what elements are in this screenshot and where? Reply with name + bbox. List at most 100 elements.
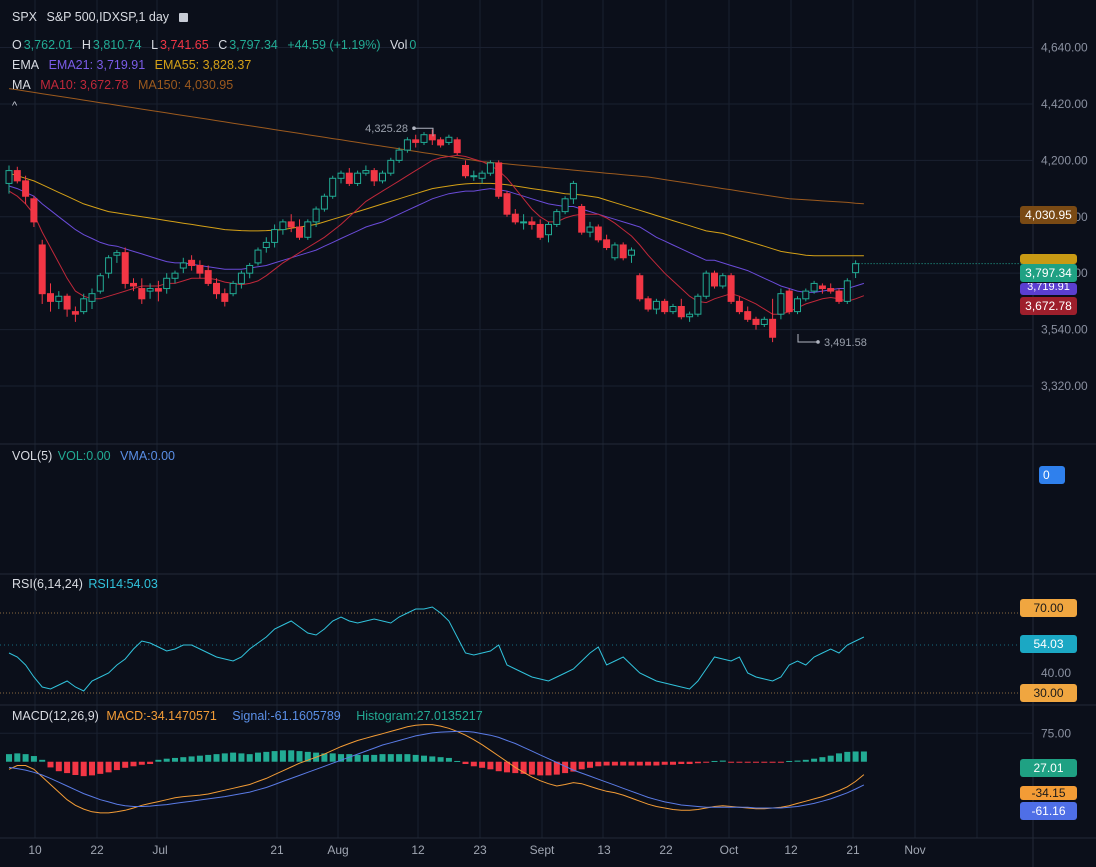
histogram-bar — [562, 761, 569, 774]
ma150-value: MA150: 4,030.95 — [137, 78, 234, 92]
high-value: 3,810.74 — [92, 38, 142, 52]
macd-title: MACD(12,26,9) — [12, 709, 99, 723]
high-label: H — [81, 38, 91, 52]
macd-header[interactable]: MACD(12,26,9) MACD:-34.1470571 Signal:-6… — [12, 708, 489, 724]
symbol-name[interactable]: S&P 500,IDXSP,1 day — [46, 10, 170, 24]
candle-body — [271, 229, 279, 243]
histogram-bar — [163, 758, 170, 762]
candle-body — [611, 244, 619, 259]
high-marker-dot — [412, 126, 416, 131]
low-marker-line — [797, 333, 818, 343]
candle-body — [785, 290, 793, 313]
candle-body — [88, 293, 96, 302]
candle-body — [511, 213, 519, 223]
candle-body — [138, 288, 146, 300]
histogram-bar — [819, 757, 826, 762]
histogram-bar — [860, 751, 867, 762]
candle-body — [744, 311, 752, 320]
ema55-value: EMA55: 3,828.37 — [154, 58, 252, 72]
candle-body — [594, 226, 602, 241]
histogram-bar — [495, 761, 502, 772]
price-tick-label: 4,640.00 — [1041, 41, 1088, 55]
low-marker-dot — [816, 340, 820, 344]
open-value: 3,762.01 — [23, 38, 73, 52]
histogram-bar — [55, 761, 62, 772]
histogram-bar — [271, 751, 278, 762]
candle-body — [337, 172, 345, 179]
candle-body — [403, 139, 411, 151]
candle-body — [171, 272, 179, 279]
histogram-bar — [636, 761, 643, 766]
macd-line — [8, 724, 865, 814]
histogram-bar — [379, 754, 386, 762]
candle-body — [810, 282, 818, 292]
candle-body — [379, 172, 386, 182]
candle-body — [843, 280, 851, 302]
ma-label: MA — [12, 78, 31, 92]
rsi-tick-label: 40.00 — [1041, 666, 1071, 680]
histogram-bar — [504, 761, 510, 773]
x-tick-label: 23 — [473, 843, 487, 857]
low-value: 3,741.65 — [160, 38, 209, 52]
ma150-line — [8, 88, 864, 205]
histogram-bar — [628, 761, 635, 766]
candle-body — [802, 290, 810, 300]
candle-body — [652, 300, 660, 310]
ema-row[interactable]: EMA EMA21: 3,719.91 EMA55: 3,828.37 — [12, 57, 257, 73]
x-tick-label: 10 — [28, 843, 42, 857]
histogram-bar — [155, 759, 162, 762]
x-tick-label: 21 — [270, 843, 284, 857]
volume-header[interactable]: VOL(5) VOL:0.00 VMA:0.00 — [12, 448, 181, 464]
rsi-header[interactable]: RSI(6,14,24) RSI14:54.03 — [12, 576, 164, 592]
ma-row[interactable]: MA MA10: 3,672.78 MA150: 4,030.95 — [12, 77, 239, 93]
histogram-bar — [578, 761, 585, 770]
histogram-bar — [520, 761, 527, 774]
candle-body — [644, 298, 652, 310]
histogram-bar — [728, 761, 735, 763]
histogram-bar — [64, 761, 71, 774]
histogram-bar — [30, 756, 37, 762]
close-value: 3,797.34 — [229, 38, 278, 52]
histogram-bar — [836, 753, 842, 762]
candle-body — [711, 272, 718, 287]
ma10-badge: 3,672.78 — [1020, 297, 1077, 315]
list-icon[interactable] — [178, 13, 188, 22]
histogram-bar — [188, 756, 195, 762]
candle-body — [578, 206, 586, 233]
high-marker-label: 4,325.28 — [365, 123, 408, 135]
vol-indicator-value: VOL:0.00 — [57, 449, 111, 463]
histogram-bar — [39, 759, 46, 762]
rsi-70-badge: 70.00 — [1020, 599, 1077, 617]
candle-body — [47, 293, 54, 302]
histogram-bar — [553, 761, 560, 775]
symbol: SPX — [12, 10, 38, 24]
candle-body — [287, 221, 295, 228]
histogram-bar — [138, 761, 145, 765]
histogram-bar — [678, 761, 685, 764]
histogram-bar — [479, 761, 486, 768]
candle-body — [437, 139, 445, 146]
histogram-bar — [255, 752, 261, 762]
histogram-bar — [371, 754, 378, 762]
candle-body — [121, 252, 129, 284]
candle-body — [794, 298, 801, 313]
ema21-value: EMA21: 3,719.91 — [48, 58, 146, 72]
candle-body — [312, 208, 320, 223]
histogram-bar — [329, 753, 336, 762]
candle-body — [486, 162, 494, 174]
price-tick-label: 4,420.00 — [1041, 97, 1088, 111]
x-tick-label: Jul — [152, 843, 167, 857]
histogram-bar — [238, 753, 245, 762]
histogram-bar — [387, 754, 394, 762]
histogram-bar — [587, 761, 593, 768]
candle-body — [5, 170, 13, 184]
candle-body — [694, 295, 702, 315]
close-label: C — [218, 38, 228, 52]
candle-body — [296, 226, 303, 238]
collapse-chevron-icon[interactable]: ^ — [12, 100, 18, 112]
rsi-value-badge: 54.03 — [1020, 635, 1077, 653]
histogram-bar — [653, 761, 660, 766]
candle-body — [395, 149, 403, 161]
candle-body — [221, 293, 229, 302]
